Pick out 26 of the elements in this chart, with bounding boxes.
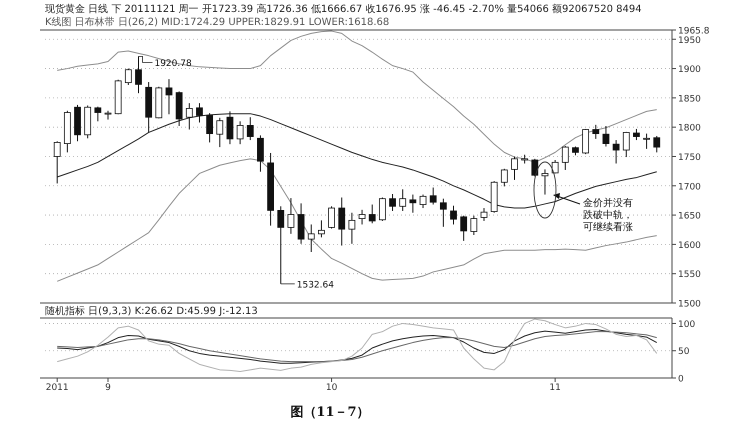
- annotation: 1532.64: [296, 280, 334, 290]
- y-tick-label: 1965.8: [678, 26, 710, 36]
- y-tick-label: 1500: [678, 300, 702, 310]
- x-tick-label: 9: [105, 383, 112, 393]
- y-tick-label: 1800: [678, 124, 702, 134]
- y-tick-label: 1950: [678, 36, 702, 46]
- x-tick-label: 11: [549, 383, 561, 393]
- y-tick-label: 1700: [678, 182, 702, 192]
- line-series: [56, 158, 658, 282]
- chart-title: 现货黄金 日线 下 20111121 周一 开1723.39 高1726.36 低1666.67 收1676.95 涨 -46.45 -2.70% 量54066 额92067520 8494: [45, 3, 642, 15]
- y-tick-label: 1550: [678, 270, 702, 280]
- chart-subtitle: K线图 日布林带 日(26,2) MID:1724.29 UPPER:1829.91 LOWER:1618.68: [45, 16, 390, 28]
- y-tick-label: 0: [678, 374, 684, 384]
- y-tick-label: 1900: [678, 65, 702, 76]
- chart-title: 随机指标 日(9,3,3) K:26.62 D:45.99 J:-12.13: [45, 305, 258, 317]
- y-tick-label: 1750: [678, 152, 702, 163]
- x-tick-label: 10: [326, 383, 338, 393]
- y-tick-label: 50: [678, 347, 690, 358]
- y-tick-label: 1850: [678, 94, 702, 104]
- y-tick-label: 1650: [678, 212, 702, 222]
- annotation: 金价并没有跌破中轨，可继续看涨: [583, 197, 633, 233]
- annotation: 1920.78: [154, 58, 192, 69]
- text: 图（11－7）: [290, 405, 370, 420]
- y-tick-label: 100: [678, 320, 696, 330]
- y-tick-label: 1600: [678, 240, 702, 251]
- x-tick-label: 2011: [46, 383, 69, 393]
